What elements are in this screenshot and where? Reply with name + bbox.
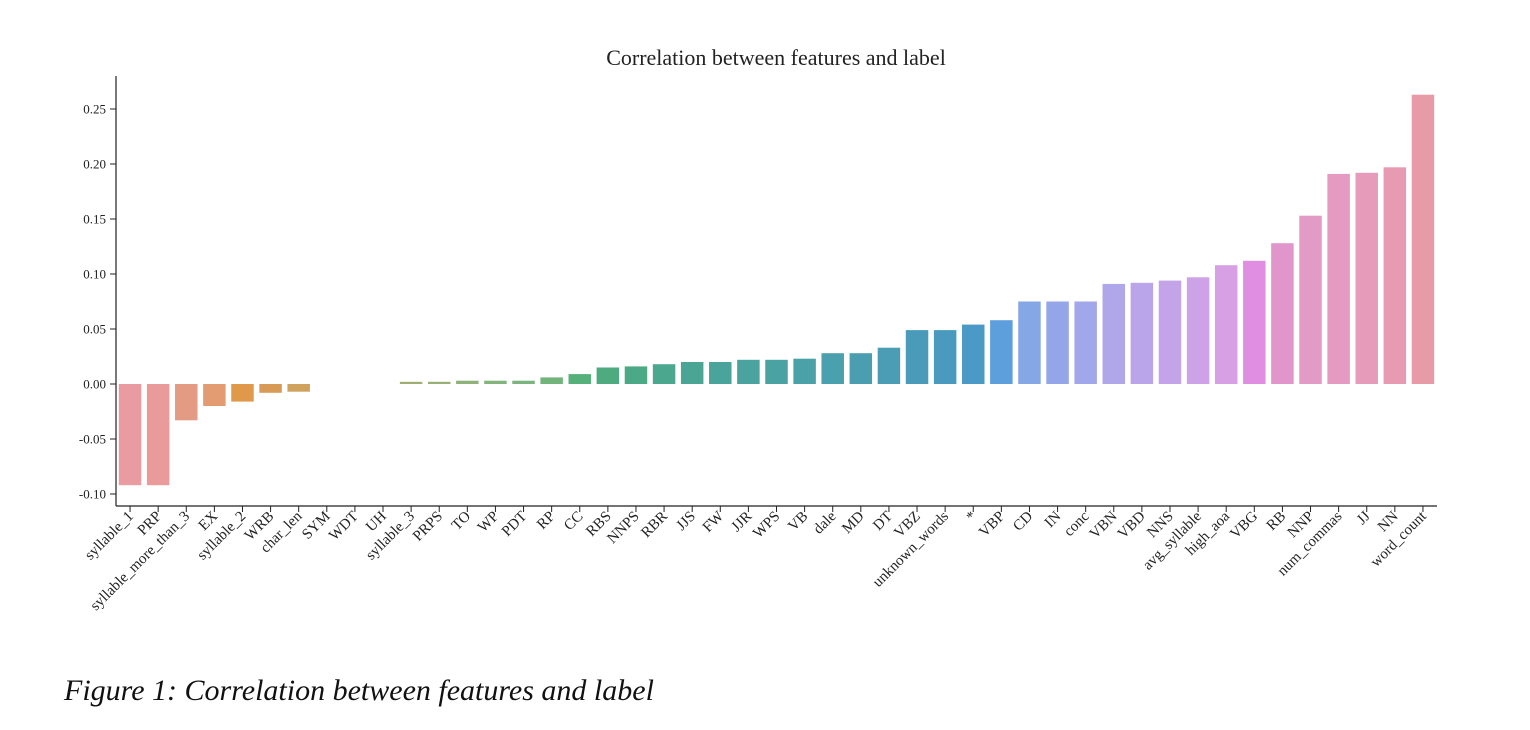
- x-tick-label: FW: [700, 508, 728, 536]
- bar-RBS: [596, 367, 620, 384]
- bar-conc: [1074, 301, 1097, 384]
- bar-NNP: [1299, 215, 1322, 384]
- x-tick-label: JJS: [674, 509, 699, 534]
- bar-syllable_more_than_3: [175, 384, 198, 421]
- y-tick-label: 0.25: [83, 102, 106, 117]
- y-tick-label: 0.15: [83, 212, 106, 227]
- x-tick-label: RP: [534, 509, 558, 533]
- bar-NNS: [1158, 280, 1182, 384]
- x-tick-label: PRPS: [410, 509, 446, 545]
- x-tick-label: WDT: [326, 509, 361, 544]
- figure-caption: Figure 1: Correlation between features a…: [64, 674, 654, 707]
- bar-CC: [568, 374, 591, 384]
- x-tick-label: conc: [1061, 508, 1093, 540]
- y-tick-label: -0.10: [79, 487, 106, 502]
- bar-CD: [1018, 301, 1041, 384]
- bar-VBN: [1102, 283, 1126, 384]
- bar-RP: [540, 377, 563, 384]
- bar-*: [962, 324, 985, 384]
- bar-PRPS: [427, 381, 451, 384]
- x-tick-label: RBR: [638, 509, 671, 542]
- bar-syllable_2: [231, 384, 254, 402]
- bar-VB: [793, 358, 816, 384]
- x-tick-label: VB: [785, 509, 811, 535]
- bar-JJ: [1355, 172, 1378, 384]
- y-tick-label: 0.00: [83, 377, 106, 392]
- x-tick-label: VBD: [1115, 508, 1149, 542]
- bar-high_aoa: [1214, 265, 1238, 384]
- bar-DT: [877, 347, 901, 384]
- bar-JJR: [737, 359, 760, 384]
- bar-WRB: [259, 384, 282, 393]
- x-tick-label: JJ: [1354, 508, 1374, 528]
- bar-RB: [1271, 243, 1294, 384]
- x-tick-label: WPS: [750, 509, 783, 542]
- bars: [118, 94, 1435, 486]
- bar-WPS: [765, 359, 788, 384]
- bar-VBP: [990, 320, 1013, 384]
- bar-IN: [1046, 301, 1069, 384]
- bar-NNPS: [624, 366, 648, 384]
- x-tick-label: TO: [449, 508, 474, 533]
- bar-dale: [821, 353, 844, 384]
- x-tick-label: MD: [839, 508, 868, 537]
- bar-VBZ: [905, 330, 929, 384]
- bar-PDT: [512, 380, 535, 384]
- bar-NN: [1383, 167, 1407, 384]
- x-tick-label: syllable_1: [82, 509, 137, 564]
- y-tick-label: 0.10: [83, 267, 106, 282]
- bar-avg_syllable: [1186, 277, 1210, 384]
- bar-JJS: [680, 362, 704, 384]
- x-tick-label: VBG: [1227, 508, 1261, 542]
- bar-FW: [709, 362, 732, 384]
- y-tick-label: 0.05: [83, 322, 106, 337]
- y-axis-ticks: 0.25 0.20 0.15 0.10 0.05 0.00 -0.05 -0.10: [79, 102, 116, 502]
- x-tick-label: VBN: [1087, 508, 1121, 542]
- bar-WP: [484, 380, 507, 384]
- x-tick-label: PDT: [499, 509, 530, 540]
- bar-MD: [849, 353, 873, 384]
- bar-word_count: [1411, 94, 1435, 384]
- y-tick-label: -0.05: [79, 432, 106, 447]
- bar-VBG: [1243, 260, 1266, 384]
- x-tick-label: SYM: [299, 509, 333, 543]
- x-tick-label: WP: [475, 509, 502, 536]
- bar-char_len: [287, 384, 310, 392]
- bar-RBR: [652, 364, 676, 384]
- x-tick-label: *: [963, 509, 980, 526]
- bar-TO: [456, 380, 479, 384]
- y-tick-label: 0.20: [83, 157, 106, 172]
- bar-syllable_3: [399, 381, 423, 384]
- chart-title: Correlation between features and label: [606, 45, 946, 70]
- bar-EX: [203, 384, 226, 406]
- x-tick-label: VBP: [976, 509, 1008, 541]
- bar-syllable_1: [118, 384, 142, 486]
- bar-num_commas: [1327, 173, 1350, 384]
- bar-PRP: [146, 384, 170, 486]
- x-tick-label: CC: [561, 509, 586, 534]
- x-tick-label: CD: [1010, 508, 1036, 534]
- x-tick-label: dale: [811, 508, 840, 537]
- bar-VBD: [1130, 282, 1154, 384]
- x-tick-label: NNPS: [604, 509, 642, 547]
- bar-unknown_words: [933, 330, 957, 384]
